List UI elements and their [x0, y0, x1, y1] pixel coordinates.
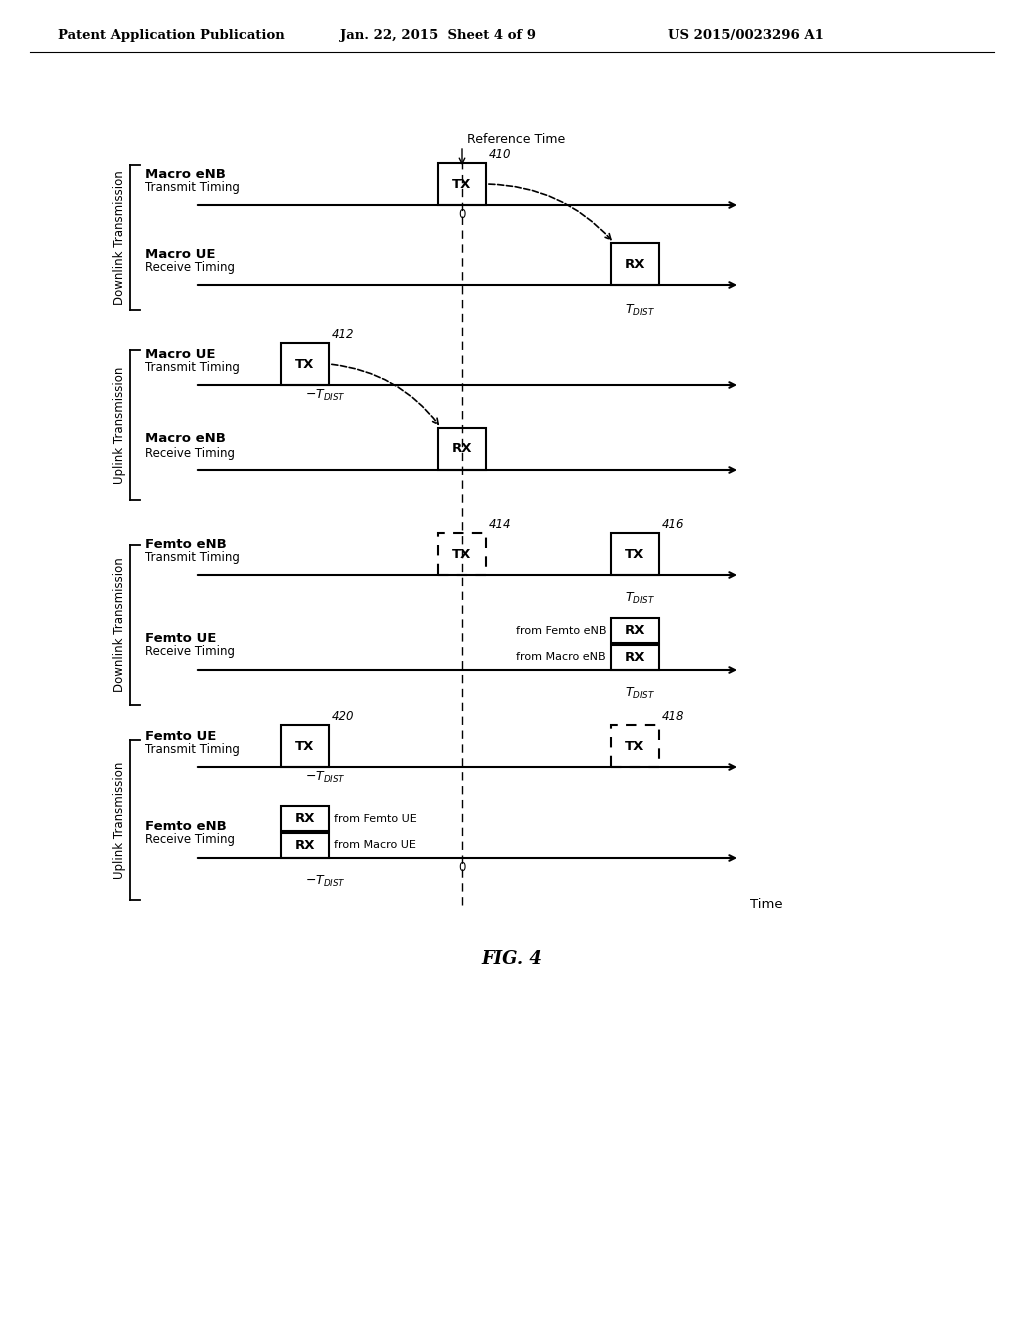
- Text: Reference Time: Reference Time: [467, 133, 565, 147]
- Text: Macro UE: Macro UE: [145, 347, 215, 360]
- Text: TX: TX: [295, 739, 314, 752]
- Bar: [611, 645, 659, 671]
- Text: 420: 420: [332, 710, 354, 723]
- Text: RX: RX: [625, 651, 645, 664]
- Text: Jan. 22, 2015  Sheet 4 of 9: Jan. 22, 2015 Sheet 4 of 9: [340, 29, 536, 42]
- Bar: [611, 243, 659, 285]
- Text: $T_{DIST}$: $T_{DIST}$: [625, 686, 655, 701]
- Text: Uplink Transmission: Uplink Transmission: [113, 762, 126, 879]
- Text: Downlink Transmission: Downlink Transmission: [113, 170, 126, 305]
- Text: $-T_{DIST}$: $-T_{DIST}$: [305, 388, 346, 403]
- Text: Transmit Timing: Transmit Timing: [145, 362, 240, 375]
- Text: Transmit Timing: Transmit Timing: [145, 181, 240, 194]
- Bar: [611, 725, 659, 767]
- Text: RX: RX: [625, 624, 645, 638]
- Bar: [281, 725, 329, 767]
- Bar: [438, 428, 486, 470]
- Bar: [438, 162, 486, 205]
- Text: 414: 414: [489, 517, 512, 531]
- Text: from Femto UE: from Femto UE: [334, 813, 417, 824]
- Text: TX: TX: [453, 548, 472, 561]
- Bar: [281, 343, 329, 385]
- Text: Time: Time: [750, 899, 782, 912]
- Text: 412: 412: [332, 327, 354, 341]
- Bar: [611, 618, 659, 643]
- Text: TX: TX: [626, 548, 645, 561]
- Text: Femto UE: Femto UE: [145, 730, 216, 742]
- Bar: [281, 807, 329, 832]
- Text: Femto UE: Femto UE: [145, 632, 216, 645]
- Text: RX: RX: [625, 257, 645, 271]
- Text: Receive Timing: Receive Timing: [145, 644, 234, 657]
- Text: from Macro eNB: from Macro eNB: [516, 652, 606, 663]
- Text: RX: RX: [295, 840, 315, 851]
- Text: Downlink Transmission: Downlink Transmission: [113, 557, 126, 693]
- Text: from Femto eNB: from Femto eNB: [515, 626, 606, 635]
- Text: Transmit Timing: Transmit Timing: [145, 743, 240, 756]
- Text: $T_{DIST}$: $T_{DIST}$: [625, 304, 655, 318]
- Text: Uplink Transmission: Uplink Transmission: [113, 367, 126, 483]
- Text: 0: 0: [459, 209, 466, 220]
- Text: TX: TX: [295, 358, 314, 371]
- Text: TX: TX: [626, 739, 645, 752]
- Text: RX: RX: [452, 442, 472, 455]
- Text: Transmit Timing: Transmit Timing: [145, 552, 240, 565]
- Text: 416: 416: [662, 517, 684, 531]
- Text: $-T_{DIST}$: $-T_{DIST}$: [305, 874, 346, 890]
- Bar: [438, 533, 486, 576]
- Bar: [611, 533, 659, 576]
- Text: Femto eNB: Femto eNB: [145, 821, 226, 833]
- Text: US 2015/0023296 A1: US 2015/0023296 A1: [668, 29, 824, 42]
- Text: Femto eNB: Femto eNB: [145, 537, 226, 550]
- Bar: [281, 833, 329, 858]
- Text: Macro eNB: Macro eNB: [145, 168, 226, 181]
- Text: Macro UE: Macro UE: [145, 248, 215, 260]
- Text: Patent Application Publication: Patent Application Publication: [58, 29, 285, 42]
- Text: RX: RX: [295, 812, 315, 825]
- Text: 410: 410: [489, 148, 512, 161]
- Text: from Macro UE: from Macro UE: [334, 841, 416, 850]
- Text: Receive Timing: Receive Timing: [145, 261, 234, 275]
- Text: FIG. 4: FIG. 4: [481, 950, 543, 968]
- Text: 418: 418: [662, 710, 684, 723]
- Text: Receive Timing: Receive Timing: [145, 833, 234, 846]
- Text: Macro eNB: Macro eNB: [145, 433, 226, 446]
- Text: Receive Timing: Receive Timing: [145, 446, 234, 459]
- Text: $T_{DIST}$: $T_{DIST}$: [625, 591, 655, 606]
- Text: 0: 0: [459, 861, 466, 874]
- Text: TX: TX: [453, 177, 472, 190]
- Text: $-T_{DIST}$: $-T_{DIST}$: [305, 770, 346, 785]
